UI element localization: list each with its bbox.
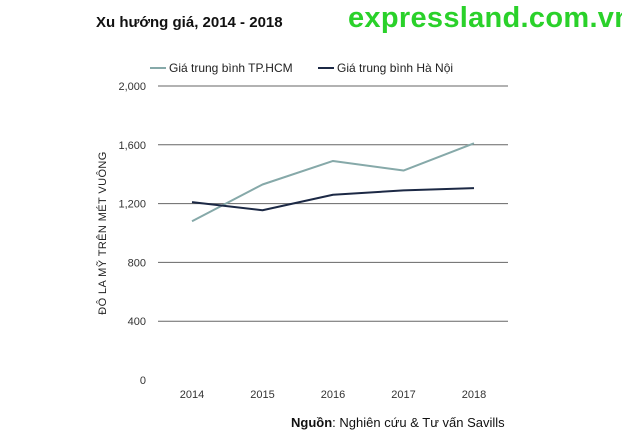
y-tick-label: 400 — [128, 316, 146, 328]
y-tick-label: 0 — [140, 375, 146, 387]
legend-label: Giá trung bình TP.HCM — [169, 61, 293, 75]
x-tick-label: 2017 — [391, 389, 415, 401]
y-tick-label: 1,200 — [118, 199, 146, 211]
x-tick-label: 2016 — [321, 389, 345, 401]
legend-label: Giá trung bình Hà Nội — [337, 61, 453, 75]
source-note: Nguồn: Nghiên cứu & Tư vấn Savills — [291, 415, 505, 430]
y-axis-label: ĐÔ LA MỸ TRÊN MÉT VUÔNG — [96, 151, 109, 314]
y-tick-label: 800 — [128, 257, 146, 269]
x-tick-label: 2018 — [462, 389, 486, 401]
series-line-hanoi — [191, 187, 475, 212]
y-tick-label: 1,600 — [118, 140, 146, 152]
source-label: Nguồn — [291, 415, 333, 430]
x-tick-label: 2015 — [250, 389, 274, 401]
series-line-hcm — [191, 142, 475, 223]
source-text: : Nghiên cứu & Tư vấn Savills — [332, 415, 505, 430]
chart-title: Xu hướng giá, 2014 - 2018 — [96, 14, 283, 31]
watermark-text: expressland.com.vn — [348, 2, 622, 34]
x-tick-label: 2014 — [180, 389, 204, 401]
y-tick-label: 2,000 — [118, 81, 146, 93]
